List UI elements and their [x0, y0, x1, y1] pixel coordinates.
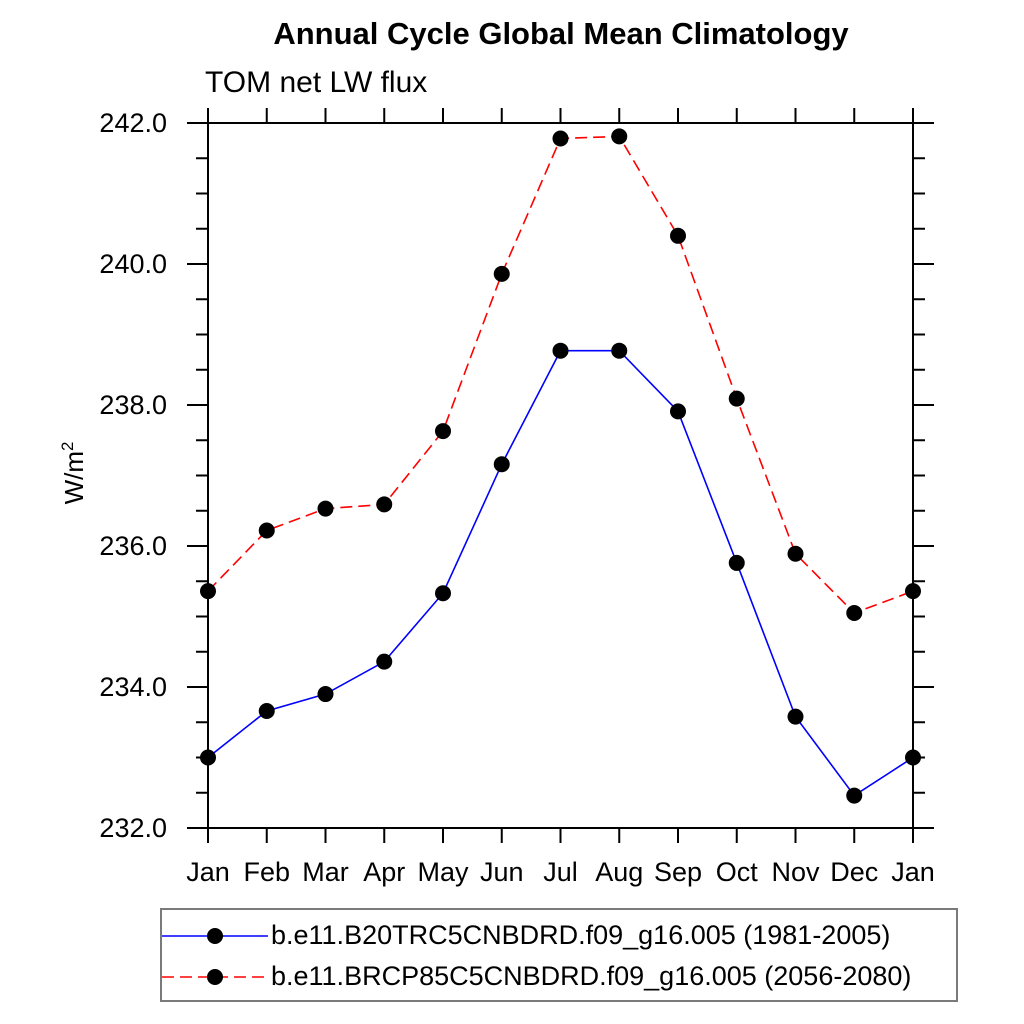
y-axis-label: W/m2	[58, 442, 90, 505]
data-point-marker	[846, 604, 863, 621]
x-tick-label: Jul	[543, 857, 578, 887]
x-tick-label: Jan	[186, 857, 230, 887]
legend-marker	[207, 968, 223, 985]
data-point-marker	[728, 554, 745, 571]
y-tick-label: 238.0	[99, 390, 167, 420]
data-point-marker	[787, 545, 804, 562]
data-point-marker	[728, 390, 745, 407]
data-point-marker	[376, 496, 393, 513]
x-tick-label: May	[417, 857, 469, 887]
data-point-marker	[670, 403, 686, 420]
x-tick-label: Oct	[716, 857, 759, 887]
x-axis-ticks: Jan Feb Mar Apr May Jun Jul Aug Sep Oct Nov Dec Jan	[186, 108, 935, 887]
y-tick-label: 242.0	[99, 108, 167, 138]
x-tick-label: Dec	[830, 857, 878, 887]
data-point-marker	[200, 749, 216, 766]
x-tick-label: Mar	[302, 857, 349, 887]
data-point-marker	[200, 583, 216, 600]
data-point-marker	[493, 265, 510, 282]
legend-line-sample-1	[162, 968, 268, 985]
data-point-marker	[435, 585, 451, 602]
series-0-line	[207, 349, 914, 797]
data-point-marker	[787, 708, 804, 725]
y-tick-label: 232.0	[99, 813, 167, 843]
x-tick-label: Jan	[891, 857, 935, 887]
x-tick-label: Sep	[654, 857, 702, 887]
legend: b.e11.B20TRC5CNBDRD.f09_g16.005 (1981-20…	[160, 908, 958, 1002]
data-point-marker	[552, 130, 569, 147]
data-point-marker	[905, 749, 921, 766]
series-0	[200, 342, 921, 804]
x-tick-label: Nov	[771, 857, 820, 887]
data-point-marker	[317, 500, 334, 517]
y-tick-label: 240.0	[99, 249, 167, 279]
data-point-marker	[552, 342, 569, 359]
data-point-marker	[611, 128, 628, 145]
x-tick-label: Feb	[243, 857, 290, 887]
y-axis-ticks: 232.0 234.0 236.0 238.0 240.0 242.0	[99, 108, 934, 843]
data-point-marker	[435, 423, 451, 440]
series-1	[200, 128, 921, 621]
data-point-marker	[670, 227, 686, 244]
y-tick-label: 234.0	[99, 672, 167, 702]
chart-title: Annual Cycle Global Mean Climatology	[273, 16, 849, 51]
plot-border	[207, 122, 914, 829]
data-point-marker	[317, 686, 334, 703]
data-point-marker	[376, 653, 393, 670]
data-point-marker	[905, 583, 921, 600]
data-point-marker	[846, 787, 863, 804]
data-point-marker	[493, 456, 510, 473]
x-tick-label: Apr	[363, 857, 405, 887]
legend-line-sample-0	[162, 927, 268, 944]
x-tick-label: Aug	[595, 857, 643, 887]
legend-label-1: b.e11.BRCP85C5CNBDRD.f09_g16.005 (2056-2…	[271, 961, 912, 991]
legend-item-0: b.e11.B20TRC5CNBDRD.f09_g16.005 (1981-20…	[162, 915, 956, 956]
y-axis-label-exponent: 2	[58, 441, 78, 451]
y-tick-label: 236.0	[99, 531, 167, 561]
legend-label-0: b.e11.B20TRC5CNBDRD.f09_g16.005 (1981-20…	[271, 920, 891, 950]
y-axis-label-base: W/m	[58, 450, 89, 505]
legend-item-1: b.e11.BRCP85C5CNBDRD.f09_g16.005 (2056-2…	[162, 956, 956, 997]
chart-subtitle: TOM net LW flux	[205, 66, 428, 99]
data-point-marker	[258, 522, 275, 539]
data-point-marker	[258, 702, 275, 719]
data-point-marker	[611, 342, 628, 359]
legend-marker	[207, 927, 223, 944]
x-tick-label: Jun	[480, 857, 524, 887]
series-1-line	[207, 135, 914, 614]
